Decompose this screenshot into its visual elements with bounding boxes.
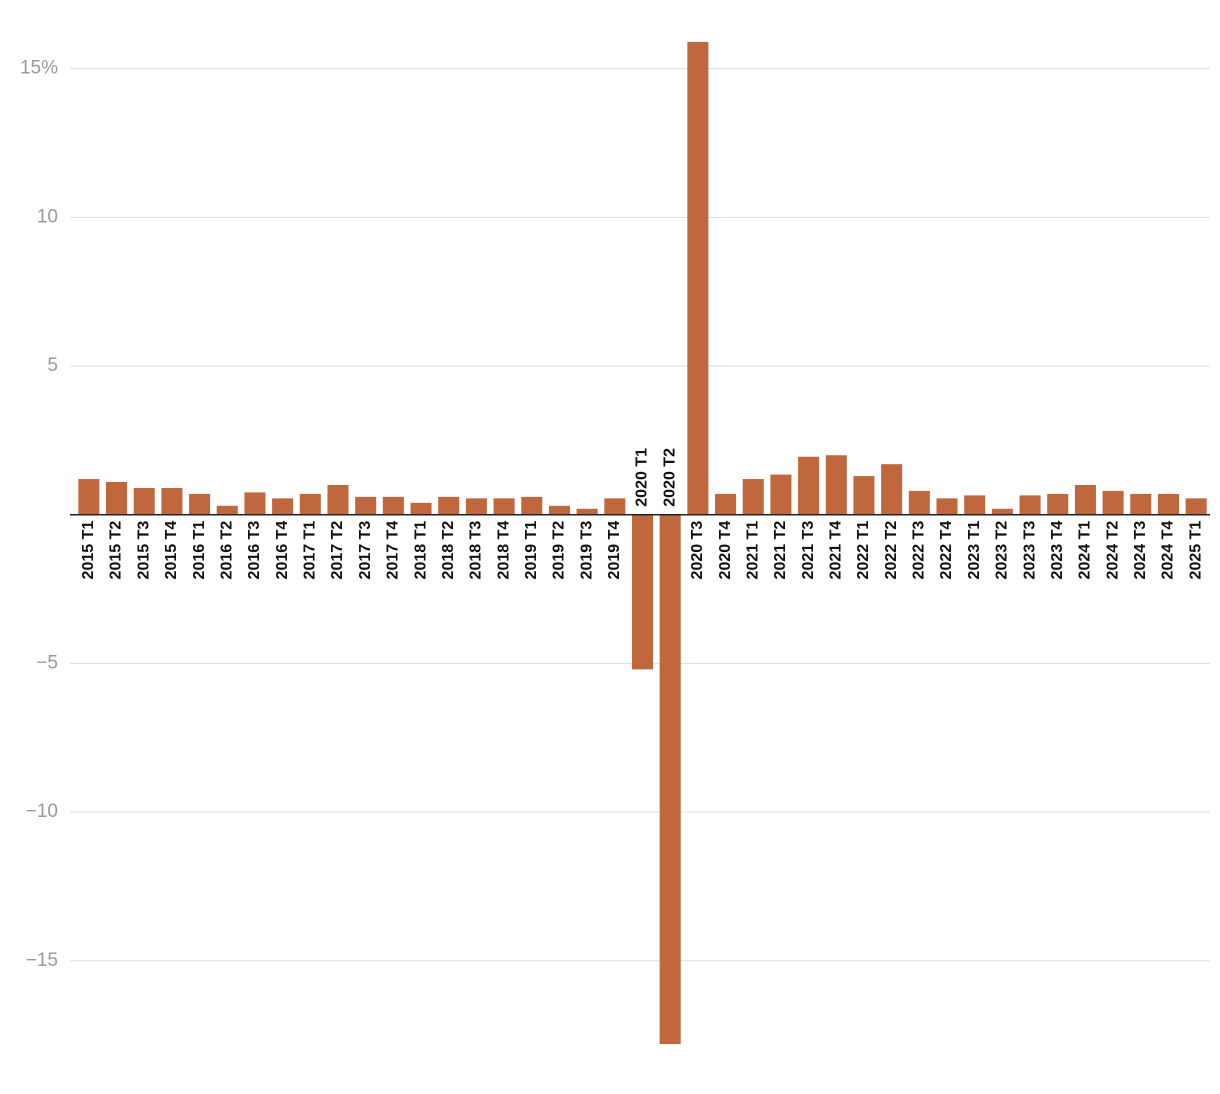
bar — [272, 498, 294, 515]
x-tick-label: 2016 T2 — [218, 521, 235, 580]
x-tick-label: 2025 T1 — [1187, 521, 1204, 580]
bar — [382, 496, 404, 515]
bar — [881, 464, 903, 515]
x-tick-label: 2021 T4 — [827, 521, 844, 580]
x-tick-label: 2020 T3 — [689, 521, 706, 580]
x-tick-label: 2023 T1 — [966, 521, 983, 580]
bar — [659, 514, 681, 1045]
x-tick-label: 2024 T1 — [1077, 521, 1094, 580]
x-tick-label: 2015 T1 — [80, 521, 97, 580]
bar — [991, 508, 1013, 515]
x-tick-label: 2015 T3 — [135, 521, 152, 580]
x-tick-label: 2021 T3 — [800, 521, 817, 580]
bar — [410, 502, 432, 515]
y-tick-label: −5 — [36, 652, 58, 673]
bar — [438, 496, 460, 515]
x-tick-label: 2019 T1 — [523, 521, 540, 580]
y-tick-label: 5 — [47, 355, 58, 376]
bar — [715, 493, 737, 515]
x-tick-label: 2016 T1 — [191, 521, 208, 580]
x-tick-label: 2022 T3 — [911, 521, 928, 580]
x-tick-label: 2018 T2 — [440, 521, 457, 580]
bar — [1102, 490, 1124, 515]
x-tick-label: 2023 T4 — [1049, 521, 1066, 580]
x-tick-label: 2020 T4 — [717, 521, 734, 580]
bar — [216, 505, 238, 515]
x-tick-label: 2024 T3 — [1132, 521, 1149, 580]
x-tick-label: 2020 T1 — [634, 448, 651, 507]
x-tick-label: 2017 T1 — [302, 521, 319, 580]
y-tick-label: −15 — [26, 950, 58, 971]
bar — [244, 492, 266, 515]
y-tick-label: 10 — [37, 206, 58, 227]
bar — [1074, 484, 1096, 515]
bar — [936, 498, 958, 515]
bar — [742, 479, 764, 515]
bar — [161, 487, 183, 515]
bar — [687, 41, 709, 515]
bar — [1130, 493, 1152, 515]
x-tick-label: 2019 T2 — [551, 521, 568, 580]
x-tick-label: 2016 T3 — [246, 521, 263, 580]
bar — [548, 505, 570, 515]
x-tick-label: 2018 T3 — [468, 521, 485, 580]
bar — [770, 474, 792, 515]
bar — [798, 456, 820, 515]
bar — [576, 508, 598, 515]
bar — [825, 455, 847, 515]
x-tick-label: 2018 T4 — [495, 521, 512, 580]
x-tick-label: 2022 T4 — [938, 521, 955, 580]
x-tick-label: 2017 T2 — [329, 521, 346, 580]
bar — [1185, 498, 1207, 515]
bar — [964, 495, 986, 515]
bar — [853, 476, 875, 515]
x-tick-label: 2021 T1 — [744, 521, 761, 580]
y-tick-label: −10 — [26, 801, 58, 822]
x-tick-label: 2021 T2 — [772, 521, 789, 580]
x-tick-label: 2016 T4 — [274, 521, 291, 580]
bar — [78, 479, 100, 515]
x-tick-label: 2015 T4 — [163, 521, 180, 580]
x-tick-label: 2017 T3 — [357, 521, 374, 580]
x-tick-label: 2015 T2 — [108, 521, 125, 580]
bar — [465, 498, 487, 515]
x-tick-label: 2024 T2 — [1104, 521, 1121, 580]
bar — [1019, 495, 1041, 515]
bar — [1047, 493, 1069, 515]
bar — [521, 496, 543, 515]
x-tick-label: 2023 T3 — [1021, 521, 1038, 580]
x-tick-label: 2020 T2 — [661, 448, 678, 507]
bar — [604, 498, 626, 515]
bar — [106, 482, 128, 515]
bar — [631, 514, 654, 670]
x-tick-label: 2018 T1 — [412, 521, 429, 580]
x-tick-label: 2019 T3 — [578, 521, 595, 580]
bar — [1157, 493, 1179, 515]
x-tick-label: 2019 T4 — [606, 521, 623, 580]
bar — [355, 496, 377, 515]
bar — [299, 493, 321, 515]
bar — [493, 498, 515, 515]
x-tick-label: 2017 T4 — [385, 521, 402, 580]
x-tick-label: 2022 T2 — [883, 521, 900, 580]
x-tick-label: 2023 T2 — [994, 521, 1011, 580]
bar — [189, 493, 211, 515]
x-tick-label: 2024 T4 — [1160, 521, 1177, 580]
x-tick-label: 2022 T1 — [855, 521, 872, 580]
y-tick-label: 15% — [20, 58, 58, 79]
bar — [327, 484, 349, 515]
bar — [908, 490, 930, 515]
bar — [133, 487, 155, 515]
